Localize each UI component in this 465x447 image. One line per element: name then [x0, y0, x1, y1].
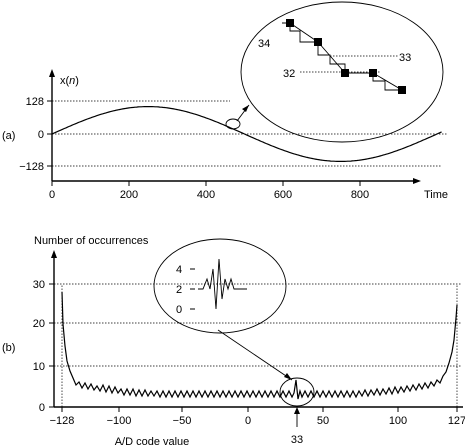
panel-b-inset: 4 2 0: [153, 238, 287, 334]
panel-a-y-arrow: [49, 69, 55, 77]
panel-b-annotation-label: 33: [291, 434, 303, 446]
panel-a-series-line: [51, 106, 442, 162]
panel-a-ylabel: x(n): [60, 75, 79, 87]
panel-b-xtick-label: 0: [245, 415, 251, 427]
panel-b-xtick-label: 50: [317, 415, 329, 427]
panel-a-inset-sample-marker: [398, 86, 406, 94]
panel-a-inset-sample-marker: [286, 19, 294, 27]
panel-b-ytick-label: 30: [33, 279, 45, 291]
panel-b-xtick-label: −50: [173, 415, 192, 427]
panel-a-inset-label: 33: [399, 52, 411, 64]
panel-a-xtick-label: 400: [197, 189, 215, 201]
panel-a-ytick-label: 128: [26, 96, 44, 108]
panel-a-xlabel: Time: [424, 189, 448, 201]
panel-a-xtick-label: 600: [274, 189, 292, 201]
panel-b-xtick-label: 100: [389, 415, 407, 427]
panel-b-label: (b): [2, 342, 15, 354]
panel-b: (b) Number of occurrences 0 10 20 30 −12…: [2, 235, 465, 447]
panel-a-inset-label: 32: [283, 68, 295, 80]
panel-b-xtick-label: −100: [107, 415, 132, 427]
panel-a-inset-sample-marker: [369, 69, 377, 77]
panel-a-inset-trend: [289, 22, 319, 43]
panel-a-ytick-label: 0: [38, 129, 44, 141]
panel-a-callout-arrow: [242, 105, 249, 112]
panel-b-inset-ytick-label: 2: [176, 284, 182, 296]
panel-a: (a) x(n) 128 0 −128 0 200 400 600 800 Ti…: [2, 1, 448, 201]
panel-a-inset-staircase: [282, 22, 402, 91]
panel-a-label: (a): [2, 130, 15, 142]
panel-b-inset-ytick-label: 0: [176, 304, 182, 316]
panel-a-xtick-label: 800: [351, 189, 369, 201]
panel-a-ytick-label: −128: [19, 161, 44, 173]
panel-b-ylabel: Number of occurrences: [34, 235, 149, 247]
panel-a-inset-sample-marker: [341, 69, 349, 77]
panel-b-ytick-label: 0: [39, 402, 45, 414]
panel-b-y-arrow: [51, 250, 57, 258]
panel-a-inset-border: [240, 1, 444, 143]
panel-b-ytick-label: 10: [33, 361, 45, 373]
panel-a-inset-trend: [372, 72, 403, 91]
panel-a-inset: 34 33 32: [240, 1, 444, 143]
panel-a-x-arrow: [413, 178, 421, 184]
panel-b-xlabel: A/D code value: [115, 436, 190, 447]
panel-b-callout-line: [217, 329, 293, 381]
panel-a-xtick-label: 200: [120, 189, 138, 201]
panel-b-xtick-label: −128: [50, 415, 75, 427]
panel-b-ytick-label: 20: [33, 318, 45, 330]
panel-b-callout-arrow: [284, 373, 292, 380]
panel-a-xtick-label: 0: [49, 189, 55, 201]
panel-b-inset-trace: [198, 258, 247, 310]
panel-b-inset-ytick-label: 4: [176, 264, 182, 276]
panel-a-zoom-marker: [225, 118, 241, 130]
panel-b-series-line: [61, 291, 458, 400]
panel-a-inset-label: 34: [258, 38, 270, 50]
panel-b-xtick-label: 127: [448, 415, 465, 427]
panel-a-inset-sample-marker: [314, 38, 322, 46]
panel-b-inset-border: [153, 238, 287, 334]
panel-a-inset-trend: [317, 41, 346, 74]
panel-b-zoom-marker: [279, 377, 315, 407]
panel-b-annotation-arrowhead: [294, 407, 300, 414]
